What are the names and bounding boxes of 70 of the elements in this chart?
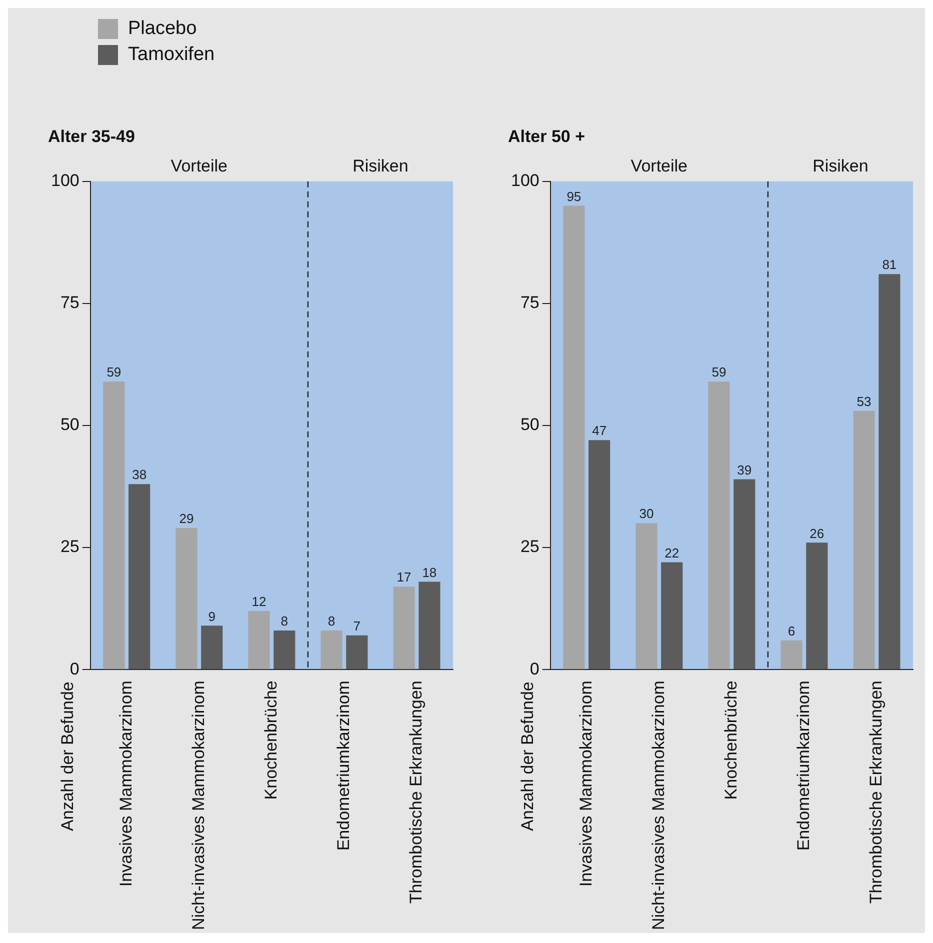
bar xyxy=(806,542,828,670)
data-label: 81 xyxy=(882,257,897,272)
x-tick-label: Knochenbrüche xyxy=(721,680,740,800)
x-tick-label: Endometriumkarzinom xyxy=(794,680,813,851)
data-label: 30 xyxy=(639,506,654,522)
data-label: 6 xyxy=(788,623,796,638)
data-label: 38 xyxy=(132,467,147,482)
bar xyxy=(346,635,368,670)
data-label: 8 xyxy=(328,614,336,629)
data-label: 8 xyxy=(280,614,288,629)
x-tick-label: Thrombotische Erkrankungen xyxy=(866,680,886,904)
x-tick-label: Invasives Mammokarzinom xyxy=(116,680,136,887)
bar xyxy=(734,479,756,670)
data-label: 59 xyxy=(712,364,726,380)
bar xyxy=(248,611,270,670)
y-tick-label: 75 xyxy=(60,293,80,312)
y-axis-title: Anzahl der Befunde xyxy=(518,682,538,831)
y-tick-label: 50 xyxy=(520,415,540,434)
bar xyxy=(201,626,223,670)
legend-label: Tamoxifen xyxy=(128,44,215,66)
text: Risiken xyxy=(812,156,868,176)
x-tick-label: Thrombotische Erkrankungen xyxy=(406,680,426,904)
x-tick-label: Invasives Mammokarzinom xyxy=(576,680,596,887)
bar xyxy=(128,484,150,670)
data-label: 26 xyxy=(810,526,824,541)
bar xyxy=(588,440,610,670)
data-label: 17 xyxy=(396,570,412,585)
bar xyxy=(780,640,802,670)
bar xyxy=(176,528,198,670)
y-tick-label: 100 xyxy=(50,171,80,190)
y-tick-label: 75 xyxy=(520,293,540,312)
data-label: 95 xyxy=(566,188,582,204)
y-tick-label: 50 xyxy=(60,415,80,434)
y-axis-title: Anzahl der Befunde xyxy=(58,682,78,831)
x-tick-label: Endometriumkarzinom xyxy=(334,680,353,851)
text: Vorteile xyxy=(170,156,228,176)
data-label: 12 xyxy=(252,594,266,610)
y-tick-label: 100 xyxy=(510,171,540,190)
y-tick-label: 0 xyxy=(530,659,540,678)
chart-title: Alter 50 + xyxy=(508,126,586,146)
bar xyxy=(103,382,125,670)
x-tick-label: Nicht-invasives Mammokarzinom xyxy=(188,680,208,930)
bar xyxy=(274,630,296,670)
bar xyxy=(708,382,730,670)
data-label: 47 xyxy=(592,423,607,438)
data-label: 22 xyxy=(664,545,680,560)
data-label: 7 xyxy=(353,618,361,634)
bar xyxy=(853,410,875,670)
data-label: 18 xyxy=(422,564,437,580)
bar xyxy=(418,582,440,670)
data-label: 9 xyxy=(208,608,216,624)
text: Vorteile xyxy=(630,156,688,176)
data-label: 53 xyxy=(856,394,872,409)
data-label: 39 xyxy=(737,462,752,478)
bar xyxy=(563,206,585,670)
bar xyxy=(393,586,415,670)
x-tick-label: Nicht-invasives Mammokarzinom xyxy=(648,680,668,930)
legend-label: Placebo xyxy=(128,18,197,40)
bar xyxy=(320,630,342,670)
y-tick-label: 0 xyxy=(70,659,80,678)
data-label: 29 xyxy=(179,511,194,526)
y-tick-label: 25 xyxy=(520,537,540,556)
chart-title: Alter 35-49 xyxy=(48,126,135,146)
bar xyxy=(878,274,900,670)
bar xyxy=(636,523,658,670)
y-tick-label: 25 xyxy=(60,537,80,556)
x-tick-label: Knochenbrüche xyxy=(261,680,280,800)
text: Risiken xyxy=(352,156,408,176)
bar xyxy=(661,562,683,670)
data-label: 59 xyxy=(106,364,122,380)
